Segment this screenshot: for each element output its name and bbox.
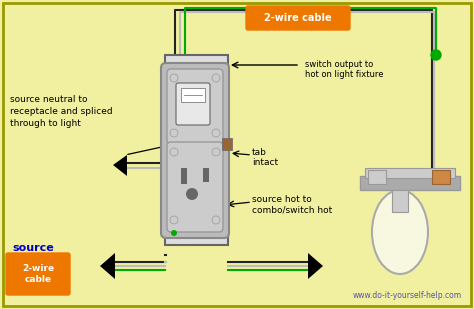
Circle shape bbox=[212, 148, 220, 156]
Polygon shape bbox=[308, 253, 323, 279]
Text: source neutral to
receptacle and spliced
through to light: source neutral to receptacle and spliced… bbox=[10, 95, 113, 128]
Bar bbox=[222, 138, 232, 150]
Circle shape bbox=[431, 50, 441, 60]
Text: switch output to
hot on light fixture: switch output to hot on light fixture bbox=[305, 60, 383, 79]
Bar bbox=[365, 168, 455, 178]
Text: source: source bbox=[12, 243, 54, 253]
FancyBboxPatch shape bbox=[246, 6, 350, 30]
Bar bbox=[165, 55, 228, 245]
Bar bbox=[432, 170, 450, 184]
Text: 2-wire cable: 2-wire cable bbox=[264, 13, 332, 23]
Bar bbox=[181, 88, 205, 102]
FancyBboxPatch shape bbox=[176, 83, 210, 125]
Bar bbox=[360, 176, 460, 190]
Circle shape bbox=[181, 214, 189, 222]
Circle shape bbox=[212, 216, 220, 224]
FancyBboxPatch shape bbox=[6, 253, 70, 295]
Circle shape bbox=[170, 129, 178, 137]
Text: www.do-it-yourself-help.com: www.do-it-yourself-help.com bbox=[353, 291, 462, 300]
Circle shape bbox=[170, 216, 178, 224]
Bar bbox=[368, 170, 386, 184]
Bar bbox=[181, 168, 187, 184]
FancyBboxPatch shape bbox=[161, 63, 229, 238]
Polygon shape bbox=[113, 155, 127, 176]
Bar bbox=[392, 190, 408, 212]
Text: 2-wire
cable: 2-wire cable bbox=[22, 264, 54, 284]
FancyBboxPatch shape bbox=[167, 142, 223, 232]
Ellipse shape bbox=[372, 190, 428, 274]
Polygon shape bbox=[100, 253, 115, 279]
Text: tab
intact: tab intact bbox=[252, 148, 278, 167]
Circle shape bbox=[186, 188, 198, 200]
Circle shape bbox=[171, 230, 177, 236]
Circle shape bbox=[170, 148, 178, 156]
Circle shape bbox=[212, 129, 220, 137]
Text: source hot to
combo/switch hot: source hot to combo/switch hot bbox=[252, 195, 332, 214]
Circle shape bbox=[212, 74, 220, 82]
FancyBboxPatch shape bbox=[167, 69, 223, 145]
Circle shape bbox=[170, 74, 178, 82]
Bar bbox=[203, 168, 209, 182]
